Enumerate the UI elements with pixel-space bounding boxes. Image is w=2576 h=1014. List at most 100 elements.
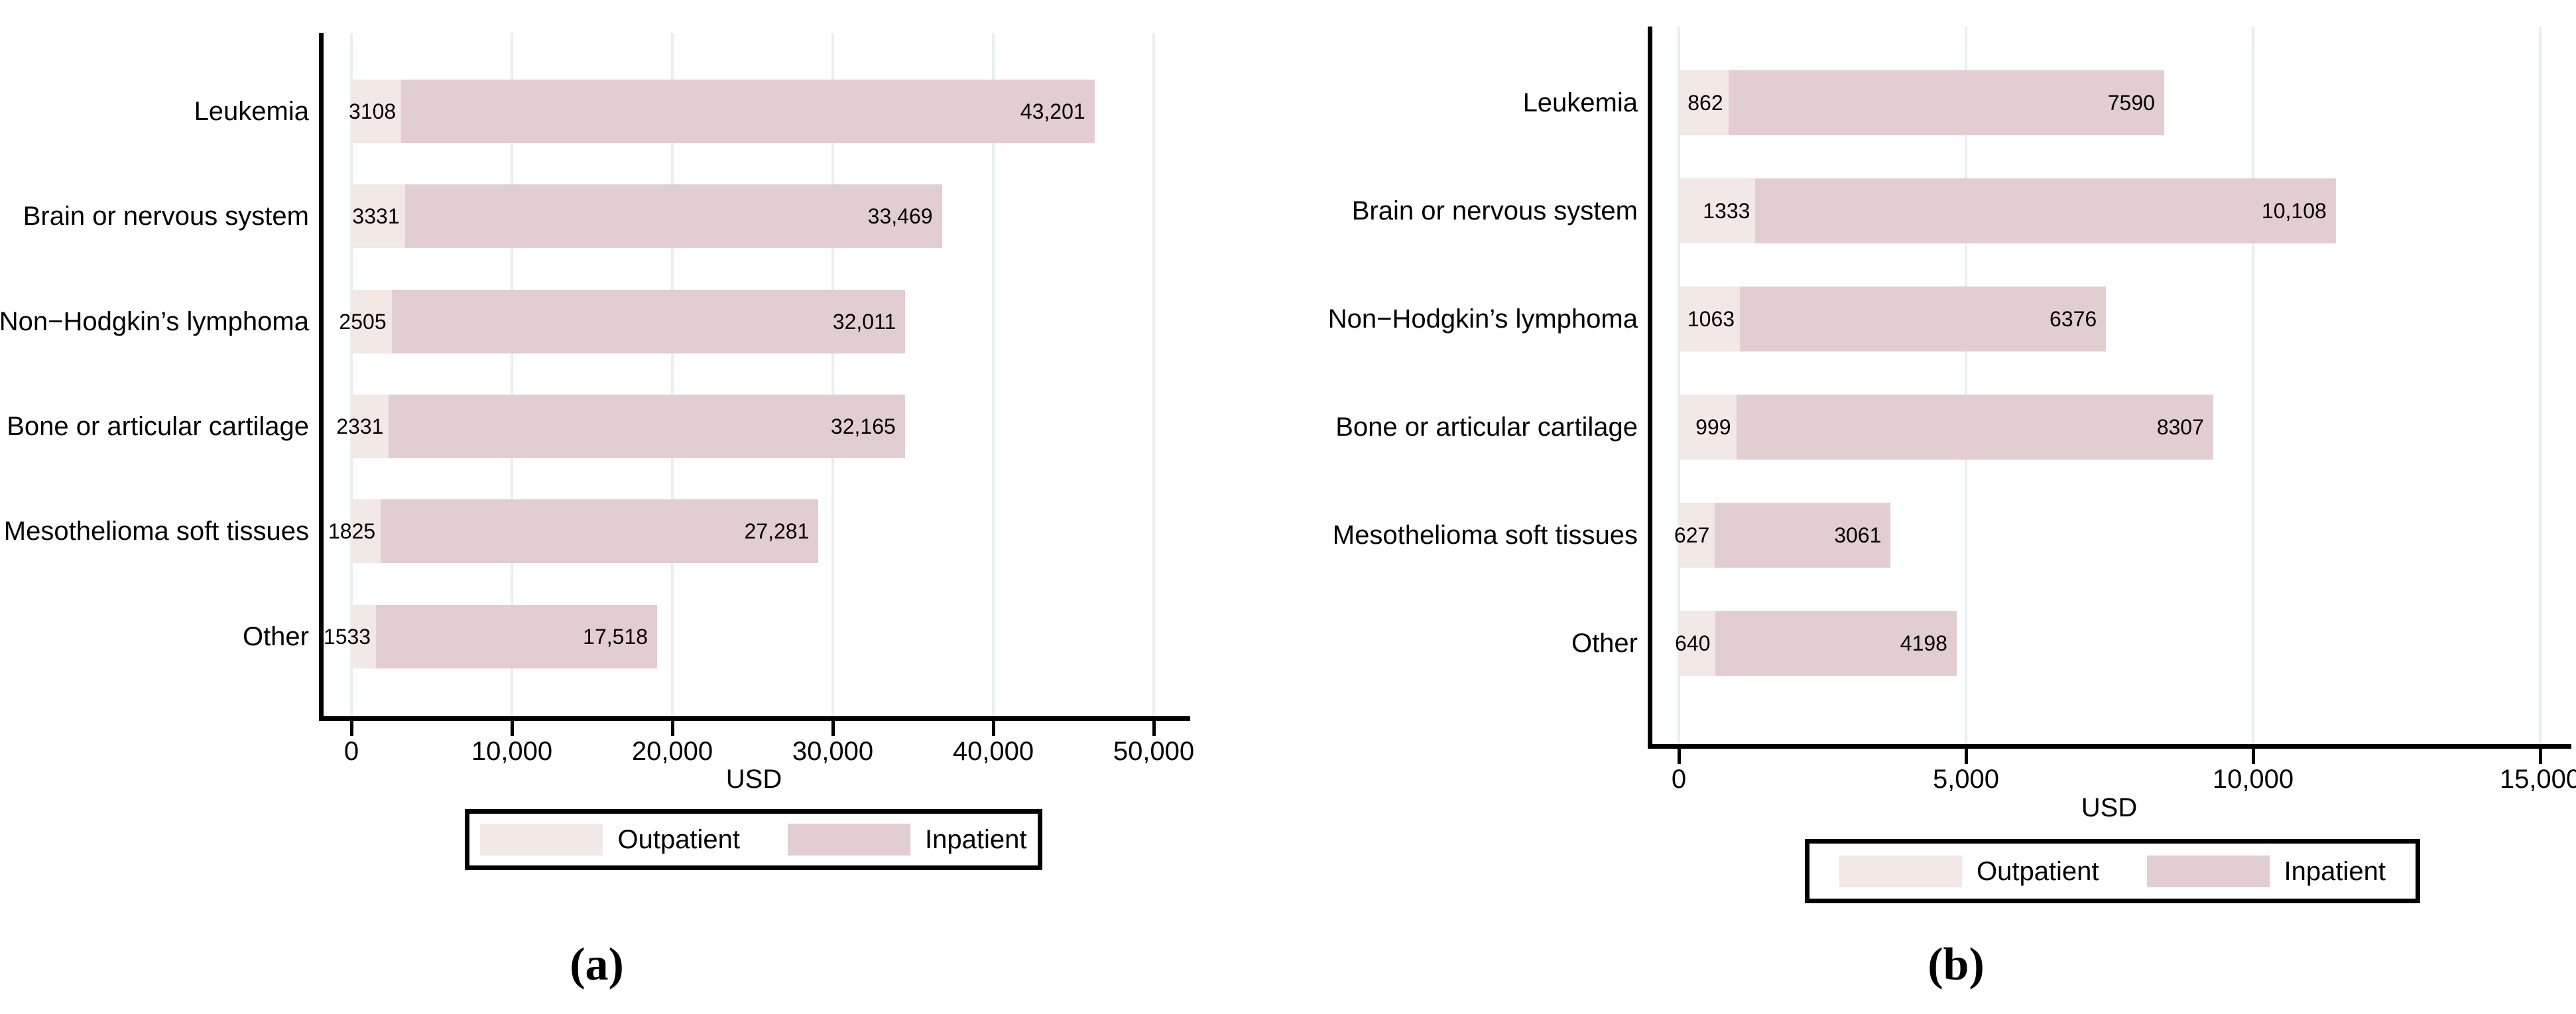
value-label-outpatient: 627 (1674, 523, 1710, 547)
legend-swatch-inpatient (788, 824, 911, 856)
category-label: Leukemia (1522, 88, 1638, 117)
gridline (350, 33, 353, 716)
value-label-outpatient: 862 (1687, 91, 1723, 115)
value-label-inpatient: 3061 (1834, 523, 1882, 547)
bar-outpatient-segment (351, 395, 389, 458)
value-label-outpatient: 1333 (1703, 199, 1750, 223)
gridline (1965, 27, 1967, 744)
value-label-inpatient: 43,201 (1020, 99, 1085, 123)
tick-label: 20,000 (631, 737, 713, 766)
bar-inpatient-segment (381, 499, 819, 563)
panel-caption-b: (b) (1928, 939, 1985, 990)
tick-label: 15,000 (2499, 765, 2576, 794)
value-label-outpatient: 2505 (339, 310, 387, 334)
category-label: Mesothelioma soft tissues (1332, 521, 1638, 550)
value-label-inpatient: 32,165 (830, 414, 896, 438)
tick-label: 10,000 (471, 737, 553, 766)
legend-swatch-inpatient (2146, 855, 2270, 887)
legend-label-inpatient: Inpatient (925, 825, 1027, 854)
tick-mark (510, 721, 514, 736)
tick-label: 10,000 (2212, 765, 2294, 794)
bar-inpatient-segment (404, 184, 942, 248)
value-label-outpatient: 1825 (328, 519, 376, 543)
legend-label-inpatient: Inpatient (2284, 856, 2386, 886)
category-label: Bone or articular cartilage (1335, 412, 1638, 442)
y-axis (1648, 27, 1652, 749)
category-label: Brain or nervous system (23, 202, 309, 231)
bar-inpatient-segment (1740, 286, 2107, 351)
legend-a: Outpatient Inpatient (465, 809, 1042, 870)
gridline (992, 33, 995, 716)
gridline (1678, 27, 1680, 744)
tick-label: 30,000 (792, 737, 874, 766)
value-label-outpatient: 2331 (336, 414, 384, 438)
category-label: Mesothelioma soft tissues (3, 517, 309, 546)
tick-mark (670, 721, 674, 736)
tick-label: 5,000 (1932, 765, 2000, 794)
value-label-outpatient: 999 (1695, 415, 1731, 439)
value-label-inpatient: 8307 (2156, 415, 2204, 439)
gridline (511, 33, 513, 716)
bar-outpatient-segment (351, 499, 381, 563)
value-label-inpatient: 32,011 (832, 310, 896, 334)
legend-label-outpatient: Outpatient (1976, 856, 2099, 886)
bar-inpatient-segment (389, 395, 905, 458)
tick-mark (2538, 749, 2542, 764)
value-label-inpatient: 33,469 (867, 204, 933, 228)
value-label-inpatient: 6376 (2050, 307, 2097, 331)
gridline (1152, 33, 1155, 716)
value-label-inpatient: 17,518 (583, 625, 648, 649)
category-label: Brain or nervous system (1351, 196, 1638, 225)
category-label: Leukemia (194, 97, 309, 126)
category-label: Bone or articular cartilage (7, 412, 309, 441)
category-label: Non−Hodgkin’s lymphoma (0, 307, 309, 336)
tick-label: 40,000 (952, 737, 1034, 766)
bar-inpatient-segment (1755, 178, 2336, 243)
x-axis (319, 716, 1190, 721)
category-label: Other (1571, 629, 1638, 658)
x-axis (1648, 744, 2571, 749)
bar-inpatient-segment (1715, 503, 1891, 568)
tick-mark (349, 721, 353, 736)
bar-inpatient-segment (376, 605, 658, 668)
value-label-outpatient: 1063 (1687, 307, 1735, 331)
legend-b: Outpatient Inpatient (1805, 839, 2420, 903)
bar-outpatient-segment (1679, 611, 1716, 676)
tick-mark (991, 721, 995, 736)
bar-inpatient-segment (1736, 395, 2213, 460)
tick-mark (1964, 749, 1968, 764)
value-label-inpatient: 7590 (2107, 91, 2155, 115)
bar-inpatient-segment (1728, 70, 2164, 135)
gridline (831, 33, 834, 716)
bar-outpatient-segment (1679, 70, 1729, 135)
tick-label: 0 (1671, 765, 1687, 794)
legend-swatch-outpatient (480, 824, 603, 856)
bar-inpatient-segment (1715, 611, 1957, 676)
x-axis-title-b: USD (2081, 793, 2138, 822)
gridline (2539, 27, 2542, 744)
legend-swatch-outpatient (1839, 855, 1962, 887)
value-label-inpatient: 27,281 (744, 519, 810, 543)
gridline (2252, 27, 2254, 744)
category-label: Non−Hodgkin’s lymphoma (1327, 304, 1638, 334)
panel-caption-a: (a) (570, 939, 624, 990)
tick-label: 0 (343, 737, 359, 766)
value-label-inpatient: 4198 (1900, 631, 1947, 655)
tick-mark (831, 721, 835, 736)
tick-mark (2251, 749, 2255, 764)
x-axis-title-a: USD (725, 765, 782, 794)
bar-outpatient-segment (1679, 395, 1737, 460)
bar-outpatient-segment (351, 184, 405, 248)
value-label-outpatient: 640 (1675, 631, 1711, 655)
tick-label: 50,000 (1113, 737, 1195, 766)
bar-outpatient-segment (351, 80, 402, 143)
value-label-outpatient: 3108 (349, 99, 397, 123)
bar-outpatient-segment (1679, 503, 1715, 568)
bar-inpatient-segment (401, 80, 1095, 143)
value-label-outpatient: 3331 (352, 204, 400, 228)
bar-outpatient-segment (1679, 286, 1741, 351)
bar-outpatient-segment (1679, 178, 1756, 243)
tick-mark (1677, 749, 1681, 764)
value-label-outpatient: 1533 (323, 625, 371, 649)
category-label: Other (242, 622, 309, 651)
